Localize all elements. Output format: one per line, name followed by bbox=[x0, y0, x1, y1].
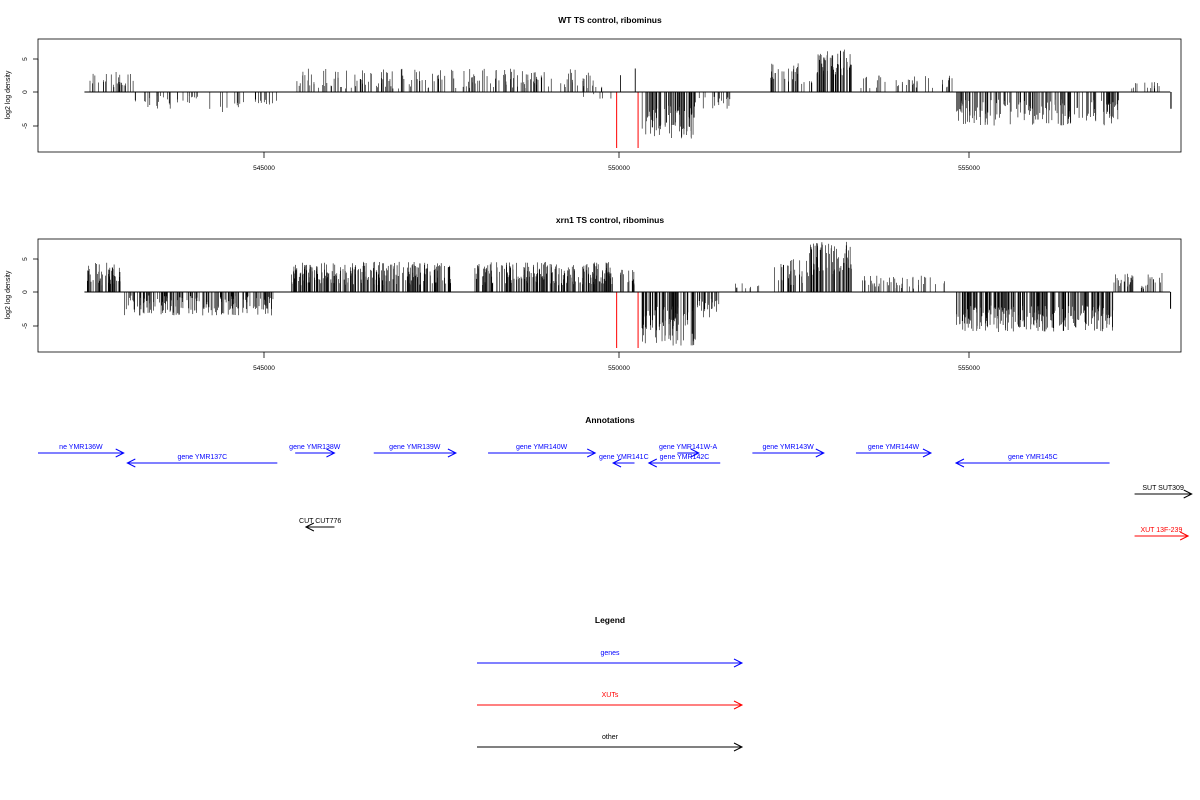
arrow-head bbox=[815, 448, 825, 458]
feature-label: gene YMR137C bbox=[177, 454, 227, 461]
legend-label: other bbox=[602, 734, 619, 741]
feature-label: gene YMR141W-A bbox=[659, 444, 717, 451]
x-tick-label: 555000 bbox=[958, 365, 980, 372]
arrow-head bbox=[647, 458, 658, 468]
annotations-title: Annotations bbox=[585, 415, 635, 425]
feature-label: SUT SUT309 bbox=[1142, 485, 1184, 492]
xrn1-coverage-panel: xrn1 TS control, ribominus 5 0 -5 log2 l… bbox=[5, 215, 1182, 372]
arrow-head bbox=[126, 458, 136, 468]
x-tick-label: 550000 bbox=[608, 165, 630, 172]
y-axis-label: log2 log density bbox=[5, 70, 12, 119]
x-tick-label: 545000 bbox=[253, 365, 275, 372]
y-tick-label: 0 bbox=[22, 290, 29, 294]
arrow-head bbox=[922, 448, 933, 458]
arrow-head bbox=[733, 658, 744, 668]
legend: Legend genes XUTs other bbox=[477, 615, 744, 752]
arrow-head bbox=[954, 458, 965, 468]
legend-label: genes bbox=[600, 650, 620, 657]
arrow-head bbox=[304, 522, 315, 532]
marker-lines bbox=[616, 92, 639, 148]
arrow-head bbox=[690, 448, 700, 458]
plot-frame bbox=[37, 238, 1182, 353]
y-tick-label: -5 bbox=[22, 323, 29, 329]
feature-label: gene YMR140W bbox=[516, 444, 568, 451]
feature-arrows: ne YMR136W gene YMR137C gene YMR138W gene Y… bbox=[38, 444, 1193, 541]
wt-coverage-panel: WT TS control, ribominus 5 0 -5 log2 log… bbox=[5, 15, 1182, 172]
panel-title: xrn1 TS control, ribominus bbox=[556, 215, 664, 225]
arrow-head bbox=[115, 448, 125, 458]
feature-label: ne YMR136W bbox=[59, 444, 103, 451]
legend-title: Legend bbox=[595, 615, 625, 625]
feature-label: gene YMR141C bbox=[599, 454, 649, 461]
feature-label: gene YMR144W bbox=[868, 444, 920, 451]
feature-label: XUT 13F-239 bbox=[1140, 527, 1182, 534]
x-tick-label: 545000 bbox=[253, 165, 275, 172]
annotations-track: Annotations ne YMR136W gene YMR137C gene Y… bbox=[38, 415, 1193, 541]
legend-label: XUTs bbox=[602, 692, 619, 699]
x-tick-label: 555000 bbox=[958, 165, 980, 172]
arrow-head bbox=[326, 448, 336, 458]
arrow-head bbox=[586, 448, 597, 458]
feature-label: gene YMR143W bbox=[762, 444, 814, 451]
feature-label: gene YMR139W bbox=[389, 444, 441, 451]
feature-label: gene YMR138W bbox=[289, 444, 341, 451]
y-axis: 5 0 -5 log2 log density bbox=[5, 257, 39, 329]
feature-label: gene YMR142C bbox=[660, 454, 710, 461]
y-axis-label: log2 log density bbox=[5, 270, 12, 319]
x-tick-label: 550000 bbox=[608, 365, 630, 372]
arrow-head bbox=[1179, 531, 1190, 541]
y-tick-label: 0 bbox=[22, 90, 29, 94]
x-axis: 545000 550000 555000 bbox=[253, 352, 980, 372]
y-tick-label: 5 bbox=[22, 57, 29, 61]
y-tick-label: 5 bbox=[22, 257, 29, 261]
marker-lines bbox=[616, 292, 639, 348]
y-axis: 5 0 -5 log2 log density bbox=[5, 57, 39, 129]
panel-title: WT TS control, ribominus bbox=[558, 15, 662, 25]
feature-label: CUT CUT776 bbox=[299, 518, 341, 525]
arrow-head bbox=[1183, 489, 1193, 499]
y-tick-label: -5 bbox=[22, 123, 29, 129]
arrow-head bbox=[611, 458, 622, 468]
legend-items: genes XUTs other bbox=[477, 650, 744, 752]
feature-label: gene YMR145C bbox=[1008, 454, 1058, 461]
coverage-bars bbox=[87, 241, 1172, 346]
coverage-bars bbox=[89, 49, 1172, 139]
arrow-head bbox=[447, 448, 458, 458]
x-axis: 545000 550000 555000 bbox=[253, 152, 980, 172]
arrow-head bbox=[733, 742, 744, 752]
arrow-head bbox=[733, 700, 744, 710]
